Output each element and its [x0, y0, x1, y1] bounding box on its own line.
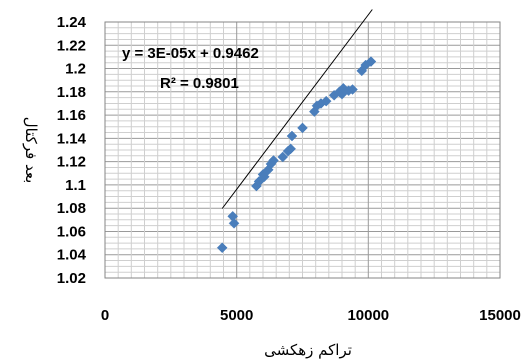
data-point	[347, 84, 358, 95]
data-point	[365, 56, 377, 67]
x-axis-ticks: 0 5000 10000 15000	[101, 307, 521, 324]
x-tick-label: 0	[101, 307, 109, 324]
y-tick-label: 1.08	[57, 200, 86, 217]
trendline	[221, 9, 373, 209]
trendline-equation: y = 3E-05x + 0.9462	[122, 45, 259, 62]
data-point	[320, 95, 332, 107]
r-squared-label: R² = 0.9801	[160, 75, 239, 92]
y-tick-label: 1.06	[57, 224, 86, 241]
data-point	[228, 217, 240, 229]
y-tick-label: 1.04	[57, 247, 87, 264]
data-point	[216, 242, 228, 254]
x-axis-title: تراکم زهکشی	[264, 341, 352, 359]
y-axis-ticks: 1.02 1.04 1.06 1.08 1.1 1.12 1.14 1.16 1.18 1.2 1.…	[57, 14, 87, 287]
y-tick-label: 1.02	[57, 270, 86, 287]
y-tick-label: 1.12	[57, 154, 86, 171]
y-tick-label: 1.14	[57, 130, 87, 147]
data-point	[268, 155, 279, 166]
y-tick-label: 1.1	[65, 177, 86, 194]
x-tick-label: 10000	[347, 307, 389, 324]
y-tick-label: 1.16	[57, 107, 86, 124]
y-axis-title: بعد فرکتال	[22, 117, 40, 184]
data-point	[277, 151, 289, 163]
data-point	[286, 130, 298, 142]
plot-area-border	[104, 21, 501, 279]
x-tick-label: 15000	[479, 307, 521, 324]
data-point	[297, 122, 308, 134]
y-tick-label: 1.22	[57, 37, 86, 54]
data-point	[285, 143, 297, 155]
y-tick-label: 1.24	[57, 14, 87, 31]
y-tick-label: 1.2	[65, 61, 86, 78]
y-tick-label: 1.18	[57, 84, 86, 101]
data-points	[216, 56, 377, 254]
grid	[104, 21, 501, 279]
x-tick-label: 5000	[220, 307, 253, 324]
data-point	[337, 82, 349, 94]
data-point	[258, 171, 270, 183]
